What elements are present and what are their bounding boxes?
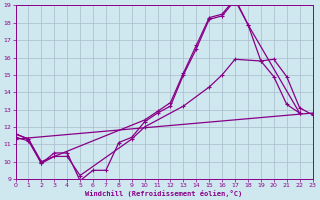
X-axis label: Windchill (Refroidissement éolien,°C): Windchill (Refroidissement éolien,°C) — [85, 190, 243, 197]
